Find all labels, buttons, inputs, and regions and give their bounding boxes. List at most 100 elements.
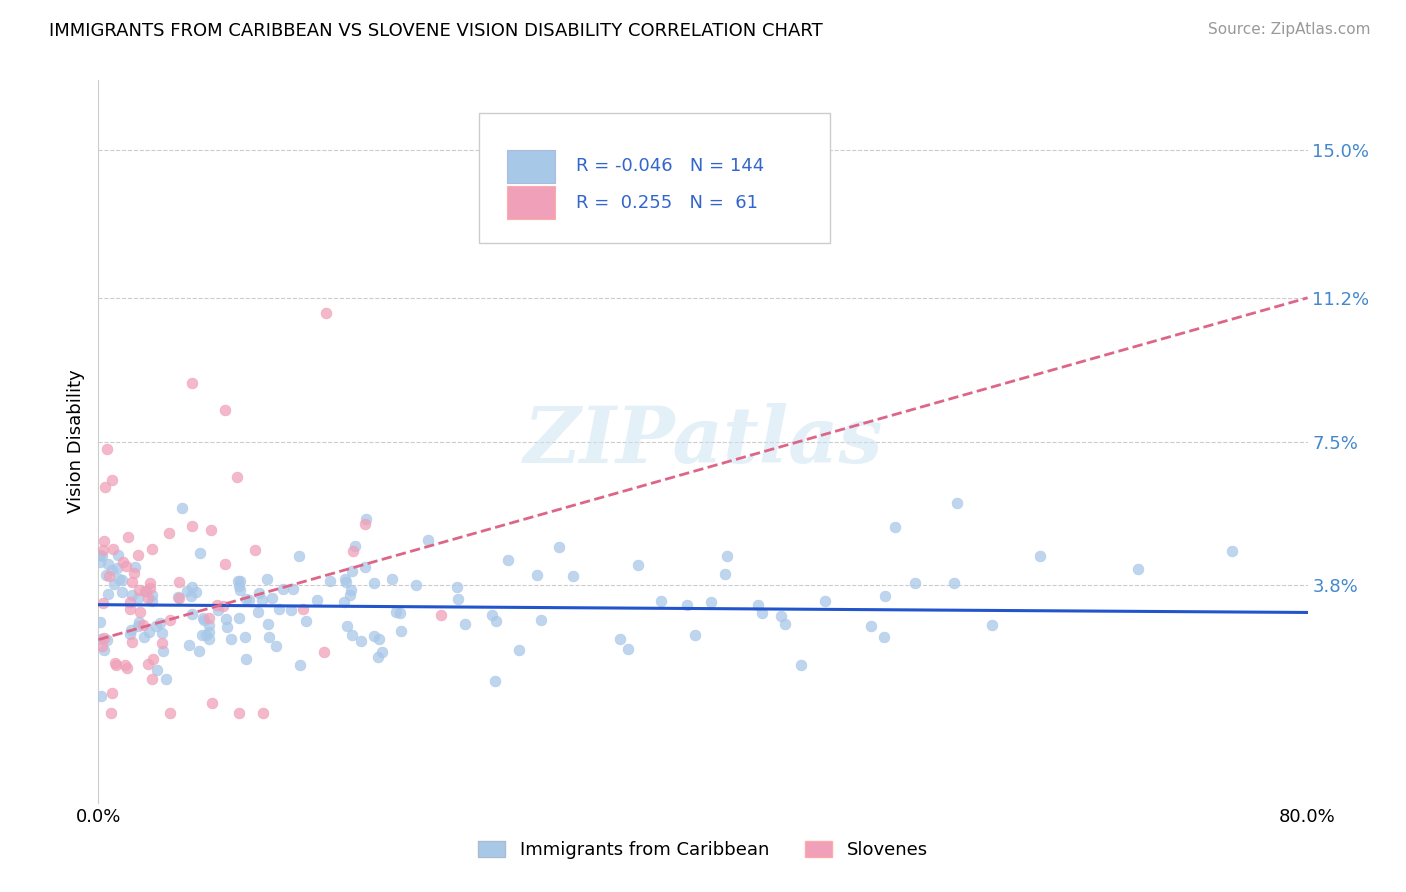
Point [266,639,288,653]
Point [141,593,163,607]
Point [335,575,357,590]
Point [90,640,112,654]
Point [714,566,737,581]
Point [245,543,267,558]
Point [342,544,364,558]
Point [167,575,190,590]
Point [132,630,155,644]
Point [336,618,359,632]
Point [484,674,506,689]
Point [114,658,136,673]
Point [314,645,336,659]
Point [118,595,141,609]
Point [111,573,134,587]
Point [561,569,583,583]
Point [179,638,201,652]
Point [193,613,215,627]
Point [195,628,218,642]
Point [257,630,280,644]
Point [288,657,311,672]
Point [96,633,118,648]
Point [256,616,278,631]
Point [94,568,117,582]
Point [188,546,211,560]
Point [181,607,204,622]
Point [371,645,394,659]
Point [217,620,239,634]
Point [167,591,190,605]
Point [226,469,249,483]
Point [228,611,250,625]
Point [943,575,966,590]
Point [207,603,229,617]
Point [180,376,202,391]
Point [121,588,143,602]
Point [481,607,503,622]
Point [97,587,120,601]
Point [100,686,122,700]
Point [295,614,318,628]
Point [288,549,311,563]
Point [121,575,143,590]
Point [429,607,451,622]
Point [107,561,129,575]
Point [190,628,212,642]
Point [405,577,427,591]
Point [789,657,811,672]
Point [447,592,470,607]
Point [138,576,160,591]
Point [152,644,174,658]
Point [122,566,145,580]
Text: IMMIGRANTS FROM CARIBBEAN VS SLOVENE VISION DISABILITY CORRELATION CHART: IMMIGRANTS FROM CARIBBEAN VS SLOVENE VIS… [49,22,823,40]
Point [111,585,134,599]
FancyBboxPatch shape [508,151,555,183]
Point [340,628,363,642]
Point [291,601,314,615]
Point [350,634,373,648]
Point [367,632,389,647]
Point [91,549,114,563]
Text: Source: ZipAtlas.com: Source: ZipAtlas.com [1208,22,1371,37]
Point [235,592,257,607]
Point [128,615,150,630]
Point [101,474,124,488]
Point [117,530,139,544]
Point [138,625,160,640]
Point [107,548,129,562]
Point [219,632,242,646]
Point [683,627,706,641]
Point [101,563,124,577]
Point [508,642,530,657]
Point [136,657,159,672]
Legend: Immigrants from Caribbean, Slovenes: Immigrants from Caribbean, Slovenes [471,833,935,866]
Point [354,516,377,531]
Point [235,652,257,666]
Point [159,613,181,627]
Point [650,594,672,608]
Point [446,580,468,594]
Point [212,599,235,613]
Point [104,656,127,670]
Point [136,591,159,605]
Point [198,611,221,625]
Point [247,585,270,599]
Point [104,657,127,672]
Point [127,619,149,633]
Point [380,572,402,586]
Point [627,558,650,573]
Point [333,572,356,586]
Point [271,582,294,596]
Point [250,593,273,607]
Point [229,583,252,598]
Point [280,603,302,617]
Point [860,619,883,633]
Point [139,581,162,595]
Point [770,609,793,624]
Point [340,583,363,598]
Point [260,591,283,605]
Point [201,697,224,711]
Point [344,539,367,553]
Point [385,606,408,620]
Point [96,442,118,457]
Point [93,642,115,657]
